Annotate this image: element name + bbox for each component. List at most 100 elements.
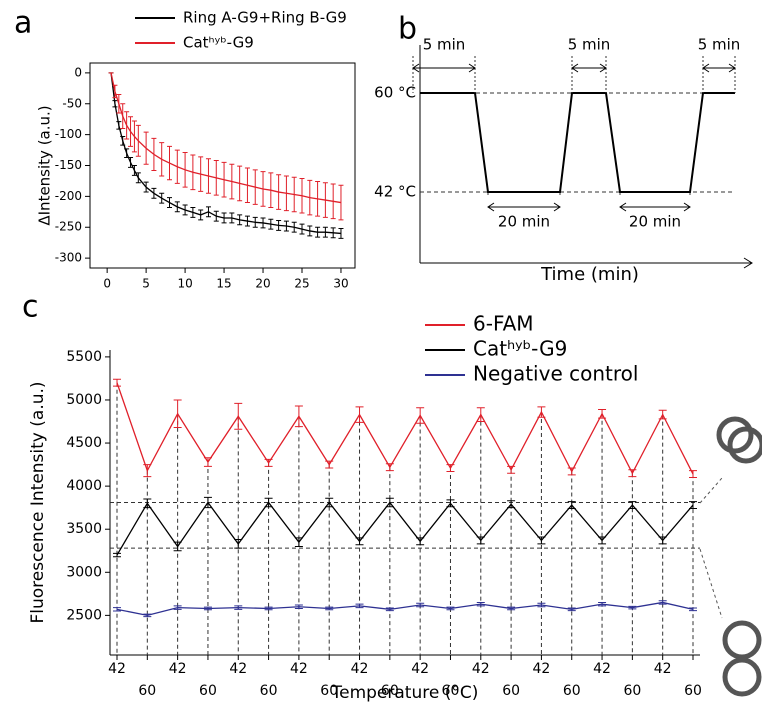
y-tick-label: -100 <box>55 127 82 141</box>
dimension-arrow <box>571 63 607 73</box>
ring-icons <box>716 416 762 697</box>
legend-label: Ring A-G9+Ring B-G9 <box>183 9 347 27</box>
x-tick-label: 60 <box>199 683 217 699</box>
error-bar <box>507 500 516 509</box>
duration-label: 5 min <box>698 36 741 54</box>
error-bar <box>244 167 250 204</box>
error-bar <box>205 158 211 194</box>
x-tick-label: 10 <box>177 277 192 291</box>
error-bar <box>182 204 188 216</box>
error-bar <box>322 226 328 238</box>
x-tick-label: 42 <box>351 661 369 677</box>
error-bar <box>355 537 364 546</box>
x-tick-label: 42 <box>169 661 187 677</box>
error-bar <box>182 152 188 188</box>
temperature-profile <box>420 92 735 193</box>
error-bar <box>567 467 576 476</box>
error-bar <box>476 601 485 607</box>
dimension-guide <box>412 56 476 93</box>
error-bar <box>260 217 266 229</box>
y-tick-label: 42 °C <box>374 183 416 201</box>
error-bar <box>598 536 607 545</box>
error-bar <box>143 498 152 509</box>
dimension-guide <box>571 56 607 93</box>
error-bar <box>264 606 273 611</box>
error-bar <box>128 116 134 147</box>
y-tick-label: 3000 <box>66 564 102 580</box>
error-bar <box>159 192 165 204</box>
error-bar <box>234 539 243 549</box>
error-bar <box>355 406 364 423</box>
legend-label: Negative control <box>473 362 638 386</box>
error-bar <box>315 181 321 217</box>
y-tick-label: -250 <box>55 220 82 234</box>
x-tick-label: 42 <box>593 661 611 677</box>
error-bar <box>689 470 697 479</box>
error-bar <box>283 175 289 212</box>
error-bar <box>113 378 121 387</box>
error-bar <box>143 181 149 193</box>
error-bar <box>338 227 344 239</box>
error-bar <box>416 407 425 424</box>
y-tick-label: 5500 <box>66 349 102 365</box>
x-axis <box>420 257 753 269</box>
duration-label: 20 min <box>498 213 550 231</box>
error-bar <box>167 145 172 181</box>
error-bar <box>315 226 321 238</box>
dimension-guide <box>702 56 736 93</box>
error-bar <box>385 497 394 508</box>
legend-label: 6-FAM <box>473 312 534 336</box>
error-bar <box>416 537 425 546</box>
error-bar <box>229 212 235 224</box>
dimension-arrow <box>412 63 476 73</box>
error-bar <box>221 212 227 224</box>
error-bar <box>291 221 297 233</box>
x-tick-label: 42 <box>654 661 672 677</box>
ring-icon <box>727 426 762 464</box>
error-bar <box>213 160 219 196</box>
error-bar <box>167 197 172 208</box>
connector <box>699 477 723 504</box>
error-bar <box>322 182 328 218</box>
x-tick-label: 42 <box>533 661 551 677</box>
x-tick-label: 60 <box>381 683 399 699</box>
error-bar <box>446 499 455 508</box>
x-tick-label: 20 <box>255 277 270 291</box>
y-tick-label: 0 <box>74 65 82 79</box>
error-bar <box>325 460 334 469</box>
dimension-arrow <box>702 63 736 73</box>
error-bar <box>234 605 243 610</box>
error-bar <box>135 172 141 184</box>
series-line <box>110 72 342 204</box>
x-axis-label: Temperature (°C) <box>331 683 479 702</box>
error-bar <box>385 463 394 472</box>
error-bar <box>325 497 334 508</box>
x-tick-label: 42 <box>290 661 308 677</box>
x-axis-label: Time (min) <box>540 264 639 285</box>
error-bar <box>260 171 266 207</box>
x-tick-label: 60 <box>138 683 156 699</box>
y-tick-label: 60 °C <box>374 84 416 102</box>
series-line <box>116 601 694 617</box>
error-bar <box>252 216 258 228</box>
error-bar <box>190 206 196 218</box>
error-bar <box>173 605 182 610</box>
error-bar <box>112 84 118 99</box>
error-bar <box>338 184 344 221</box>
y-tick-label: -150 <box>55 158 82 172</box>
x-tick-label: 60 <box>260 683 278 699</box>
error-bar <box>537 536 546 545</box>
x-tick-label: 60 <box>442 683 460 699</box>
error-bar <box>173 399 182 429</box>
error-bar <box>120 103 126 129</box>
error-bar <box>628 469 637 478</box>
error-bar <box>131 165 137 176</box>
y-axis-label: Fluorescence Intensity (a.u.) <box>28 381 48 623</box>
error-bar <box>537 406 546 418</box>
x-tick-label: 25 <box>294 277 309 291</box>
error-bar <box>173 541 182 552</box>
x-tick-label: 42 <box>108 661 126 677</box>
x-tick-label: 42 <box>472 661 490 677</box>
x-tick-label: 60 <box>563 683 581 699</box>
